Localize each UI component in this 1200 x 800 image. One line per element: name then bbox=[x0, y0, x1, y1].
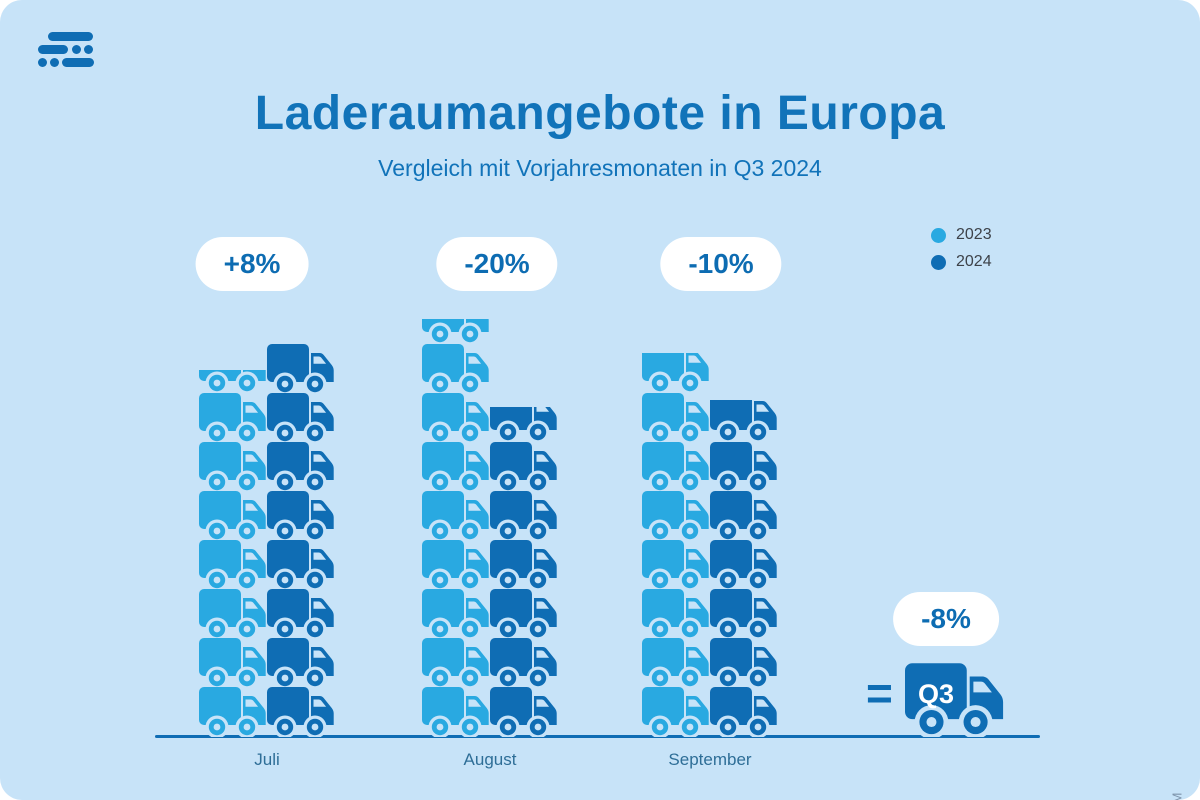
change-badge-juli: +8% bbox=[195, 237, 309, 291]
truck-icon bbox=[422, 540, 490, 592]
truck-icon bbox=[422, 638, 490, 690]
truck-icon bbox=[199, 491, 267, 543]
copyright-text: © TIMOCOM bbox=[1169, 792, 1184, 800]
change-badge-august: -20% bbox=[436, 237, 558, 291]
truck-icon bbox=[267, 491, 335, 543]
truck-icon bbox=[267, 393, 335, 445]
truck-icon bbox=[642, 638, 710, 690]
truck-icon bbox=[199, 589, 267, 641]
truck-icon bbox=[490, 638, 558, 690]
truck-icon bbox=[199, 638, 267, 690]
truck-column-september-2023 bbox=[642, 353, 710, 739]
truck-column-august-2024 bbox=[490, 407, 558, 739]
axis-label-september: September bbox=[668, 750, 752, 769]
truck-icon bbox=[267, 442, 335, 494]
truck-icon bbox=[199, 442, 267, 494]
truck-icon bbox=[642, 442, 710, 494]
axis-label-august: August bbox=[463, 750, 517, 769]
summary-change-badge: -8% bbox=[893, 592, 999, 646]
truck-icon bbox=[710, 540, 778, 592]
legend-item-2024: 2024 bbox=[931, 253, 992, 271]
truck-icon bbox=[710, 442, 778, 494]
truck-icon bbox=[710, 491, 778, 543]
truck-icon bbox=[490, 491, 558, 543]
legend-dot-2023-icon bbox=[931, 227, 946, 243]
truck-icon bbox=[267, 344, 335, 396]
truck-icon bbox=[642, 589, 710, 641]
truck-icon-partial bbox=[490, 407, 558, 442]
truck-icon-partial bbox=[199, 370, 267, 393]
truck-icon bbox=[267, 638, 335, 690]
q3-truck-label: Q3 bbox=[917, 679, 955, 709]
truck-icon bbox=[422, 442, 490, 494]
truck-icon bbox=[642, 393, 710, 445]
truck-icon bbox=[422, 491, 490, 543]
truck-icon bbox=[199, 393, 267, 445]
truck-icon bbox=[267, 687, 335, 739]
truck-icon bbox=[267, 589, 335, 641]
truck-column-september-2024 bbox=[710, 400, 778, 739]
chart-baseline bbox=[155, 735, 1040, 738]
truck-icon bbox=[422, 344, 490, 396]
axis-label-juli: Juli bbox=[254, 750, 280, 769]
legend-dot-2024-icon bbox=[931, 254, 946, 270]
truck-icon bbox=[490, 589, 558, 641]
truck-icon bbox=[422, 393, 490, 445]
truck-icon bbox=[199, 540, 267, 592]
legend: 2023 2024 bbox=[931, 226, 992, 280]
truck-icon bbox=[267, 540, 335, 592]
timocom-logo-icon bbox=[38, 32, 94, 67]
equals-sign: = bbox=[866, 667, 893, 719]
truck-column-august-2023 bbox=[422, 319, 490, 739]
legend-label-2024: 2024 bbox=[956, 253, 992, 270]
truck-column-juli-2024 bbox=[267, 344, 335, 739]
truck-icon bbox=[642, 687, 710, 739]
truck-icon bbox=[422, 589, 490, 641]
legend-label-2023: 2023 bbox=[956, 226, 992, 243]
q3-summary-truck-icon: Q3 bbox=[905, 663, 1005, 739]
truck-icon bbox=[422, 687, 490, 739]
truck-icon bbox=[490, 687, 558, 739]
truck-icon bbox=[490, 442, 558, 494]
truck-icon-partial bbox=[642, 353, 710, 393]
truck-icon bbox=[642, 491, 710, 543]
truck-icon bbox=[710, 638, 778, 690]
truck-icon bbox=[642, 540, 710, 592]
truck-icon bbox=[710, 687, 778, 739]
truck-icon-partial bbox=[710, 400, 778, 442]
page-subtitle: Vergleich mit Vorjahresmonaten in Q3 202… bbox=[378, 155, 822, 181]
truck-icon bbox=[490, 540, 558, 592]
truck-icon bbox=[199, 687, 267, 739]
truck-icon bbox=[710, 589, 778, 641]
truck-column-juli-2023 bbox=[199, 370, 267, 739]
truck-icon-partial bbox=[422, 319, 490, 344]
change-badge-september: -10% bbox=[660, 237, 782, 291]
page-title: Laderaumangebote in Europa bbox=[254, 87, 946, 140]
legend-item-2023: 2023 bbox=[931, 226, 992, 244]
